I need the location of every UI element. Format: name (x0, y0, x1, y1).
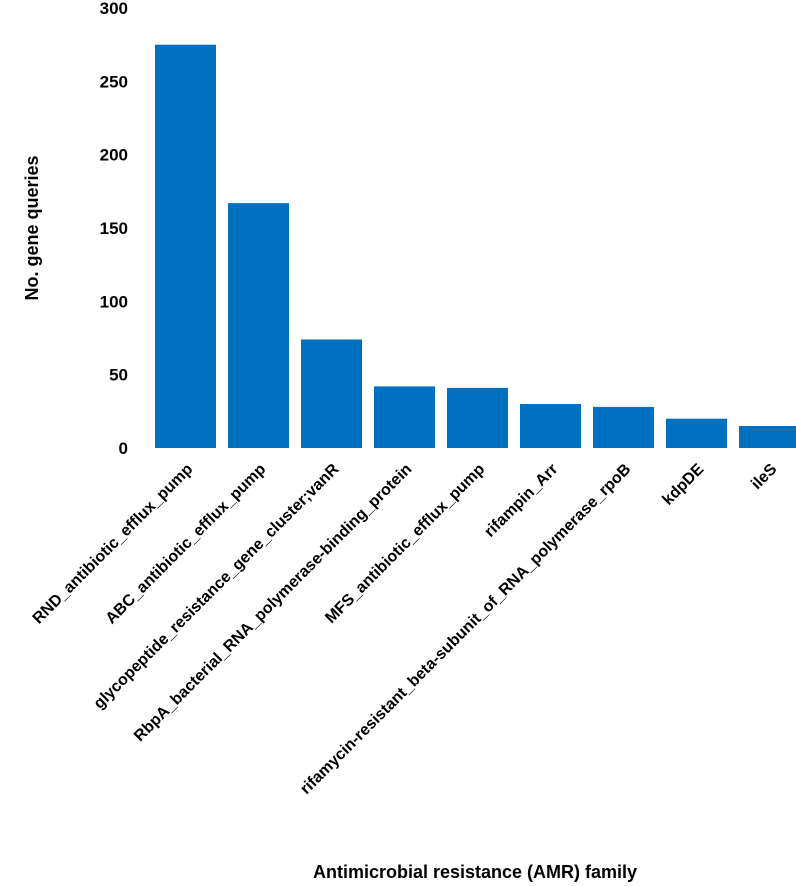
x-tick-label: glycopeptide_resistance_gene_cluster;van… (91, 460, 343, 712)
x-axis-title: Antimicrobial resistance (AMR) family (313, 862, 637, 882)
x-tick-label: rifampin_Arr (481, 461, 561, 541)
bar-8 (666, 418, 727, 448)
bar-5 (447, 387, 508, 448)
bars-group (155, 44, 796, 448)
x-tick-label: rifamycin-resistant_beta-subunit_of_RNA_… (297, 461, 634, 798)
y-tick-label: 300 (100, 0, 128, 18)
y-tick-label: 150 (100, 219, 128, 238)
y-tick-label: 200 (100, 146, 128, 165)
x-tick-label: RbpA_bacterial_RNA_polymerase-binding_pr… (131, 461, 415, 745)
x-tick-label: ABC_antibiotic_efflux_pump (103, 461, 270, 628)
y-tick-label: 50 (109, 366, 128, 385)
bar-4 (374, 386, 435, 448)
x-tick-label: RND_antibiotic_efflux_pump (30, 461, 197, 628)
y-tick-label: 100 (100, 292, 128, 311)
bar-7 (593, 406, 654, 448)
bar-6 (520, 404, 581, 448)
x-tick-label: kdpDE (659, 461, 707, 509)
x-tick-label: MFS_antibiotic_efflux_pump (322, 461, 488, 627)
bar-3 (301, 339, 362, 448)
y-tick-label: 250 (100, 72, 128, 91)
y-axis-title: No. gene queries (22, 155, 42, 300)
y-tick-labels: 0 50 100 150 200 250 300 (100, 0, 128, 458)
bar-2 (228, 203, 289, 448)
bar-1 (155, 44, 216, 448)
y-tick-label: 0 (119, 439, 128, 458)
x-category-labels: RND_antibiotic_efflux_pumpABC_antibiotic… (30, 460, 781, 797)
bar-9 (739, 426, 796, 448)
x-tick-label: ileS (748, 461, 780, 493)
